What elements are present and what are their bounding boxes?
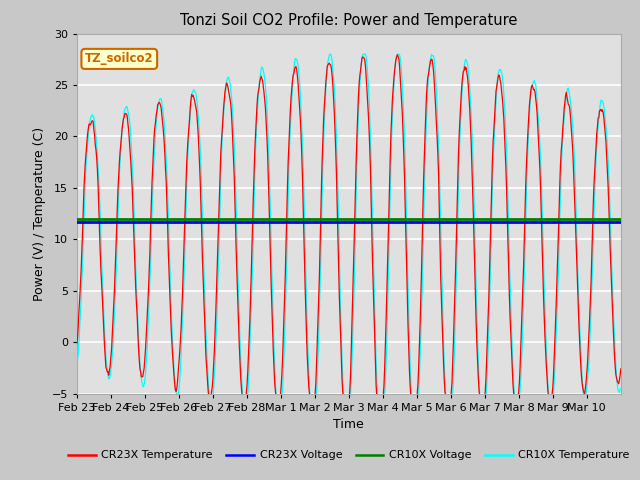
Legend: CR23X Temperature, CR23X Voltage, CR10X Voltage, CR10X Temperature: CR23X Temperature, CR23X Voltage, CR10X … <box>64 446 634 465</box>
Text: TZ_soilco2: TZ_soilco2 <box>85 52 154 65</box>
X-axis label: Time: Time <box>333 418 364 431</box>
Title: Tonzi Soil CO2 Profile: Power and Temperature: Tonzi Soil CO2 Profile: Power and Temper… <box>180 13 518 28</box>
Y-axis label: Power (V) / Temperature (C): Power (V) / Temperature (C) <box>33 127 46 300</box>
